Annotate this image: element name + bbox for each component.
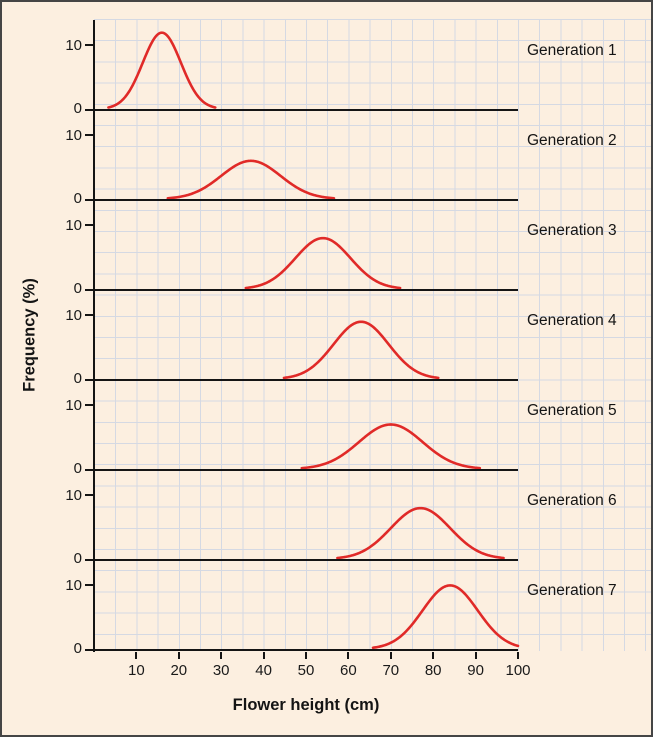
y-axis-line bbox=[93, 20, 95, 652]
distribution-curve-generation-7 bbox=[371, 584, 520, 650]
generation-label: Generation 6 bbox=[527, 492, 617, 509]
y-tick-label-0: 0 bbox=[73, 100, 82, 117]
x-tick-mark bbox=[135, 652, 138, 659]
y-tick-label-10: 10 bbox=[65, 217, 82, 234]
y-tick-mark-0 bbox=[85, 109, 93, 111]
y-tick-label-10: 10 bbox=[65, 487, 82, 504]
x-tick-mark bbox=[389, 652, 392, 659]
y-tick-mark-0 bbox=[85, 469, 93, 471]
x-tick-label: 60 bbox=[340, 662, 357, 679]
axis-baseline bbox=[94, 199, 518, 201]
y-tick-mark-0 bbox=[85, 559, 93, 561]
y-tick-mark-10 bbox=[85, 134, 93, 136]
distribution-curve-generation-6 bbox=[336, 506, 505, 560]
x-tick-mark bbox=[262, 652, 265, 659]
x-tick-mark bbox=[220, 652, 223, 659]
generation-label: Generation 2 bbox=[527, 132, 617, 149]
panel-generation-1: 10 0 Generation 1 bbox=[65, 20, 617, 117]
panel-stack: 10 0 Generation 1 10 0 Generation 2 10 0… bbox=[65, 20, 617, 657]
y-tick-label-10: 10 bbox=[65, 127, 82, 144]
panel-generation-7: 10 0 Generation 7 bbox=[65, 560, 616, 657]
x-tick-label: 40 bbox=[255, 662, 272, 679]
y-tick-label-0: 0 bbox=[73, 280, 82, 297]
axis-baseline bbox=[94, 649, 518, 651]
y-tick-label-0: 0 bbox=[73, 640, 82, 657]
distribution-curve-generation-2 bbox=[166, 159, 336, 200]
y-tick-mark-10 bbox=[85, 584, 93, 586]
panel-generation-6: 10 0 Generation 6 bbox=[65, 470, 616, 567]
x-tick-mark bbox=[474, 652, 477, 659]
x-tick-mark bbox=[305, 652, 307, 659]
generation-label: Generation 3 bbox=[527, 222, 617, 239]
x-tick-label: 90 bbox=[467, 662, 484, 679]
generation-label: Generation 5 bbox=[527, 402, 617, 419]
x-tick-label: 70 bbox=[382, 662, 400, 679]
x-tick-mark bbox=[517, 652, 519, 659]
y-tick-mark-10 bbox=[85, 44, 93, 46]
y-tick-label-10: 10 bbox=[65, 37, 82, 54]
generation-label: Generation 1 bbox=[527, 42, 617, 59]
y-tick-label-0: 0 bbox=[73, 460, 82, 477]
x-tick-mark bbox=[177, 652, 180, 659]
x-tick-label: 80 bbox=[424, 662, 442, 679]
axis-baseline bbox=[94, 109, 518, 111]
panel-generation-5: 10 0 Generation 5 bbox=[65, 380, 616, 477]
y-tick-label-0: 0 bbox=[73, 550, 82, 567]
distribution-curve-generation-3 bbox=[244, 236, 402, 290]
axis-baseline bbox=[94, 469, 518, 471]
y-tick-label-10: 10 bbox=[65, 307, 82, 324]
y-axis-title: Frequency (%) bbox=[20, 278, 39, 392]
x-tick-label: 50 bbox=[297, 662, 315, 679]
distribution-curve-generation-5 bbox=[300, 423, 482, 470]
y-tick-label-10: 10 bbox=[65, 577, 82, 594]
x-axis-ticks: 10 20 30 40 50 60 70 80 90 100 bbox=[94, 650, 531, 696]
y-tick-label-0: 0 bbox=[73, 370, 82, 387]
x-axis-title: Flower height (cm) bbox=[232, 696, 380, 714]
x-tick-mark bbox=[347, 652, 350, 659]
x-tick-mark bbox=[432, 652, 435, 659]
x-tick-label: 10 bbox=[128, 662, 145, 679]
y-tick-mark-0 bbox=[85, 379, 93, 381]
axis-baseline bbox=[94, 289, 518, 291]
axis-baseline bbox=[94, 559, 518, 561]
distribution-curve-generation-4 bbox=[282, 320, 440, 380]
y-tick-mark-10 bbox=[85, 314, 93, 316]
y-tick-mark-10 bbox=[85, 224, 93, 226]
panel-generation-2: 10 0 Generation 2 bbox=[65, 110, 616, 207]
y-tick-mark-0 bbox=[85, 289, 93, 291]
y-tick-mark-10 bbox=[85, 404, 93, 406]
generation-label: Generation 4 bbox=[527, 312, 617, 329]
y-tick-label-0: 0 bbox=[73, 190, 82, 207]
panel-generation-3: 10 0 Generation 3 bbox=[65, 200, 616, 297]
distribution-curve-generation-1 bbox=[107, 31, 217, 109]
y-tick-mark-0 bbox=[85, 649, 93, 651]
y-tick-mark-10 bbox=[85, 494, 93, 496]
panel-generation-4: 10 0 Generation 4 bbox=[65, 290, 616, 387]
x-tick-label: 100 bbox=[505, 662, 531, 679]
y-tick-label-10: 10 bbox=[65, 397, 82, 414]
y-tick-mark-0 bbox=[85, 199, 93, 201]
axis-baseline bbox=[94, 379, 518, 381]
x-tick-label: 30 bbox=[212, 662, 230, 679]
generation-label: Generation 7 bbox=[527, 582, 617, 599]
x-tick-label: 20 bbox=[170, 662, 188, 679]
